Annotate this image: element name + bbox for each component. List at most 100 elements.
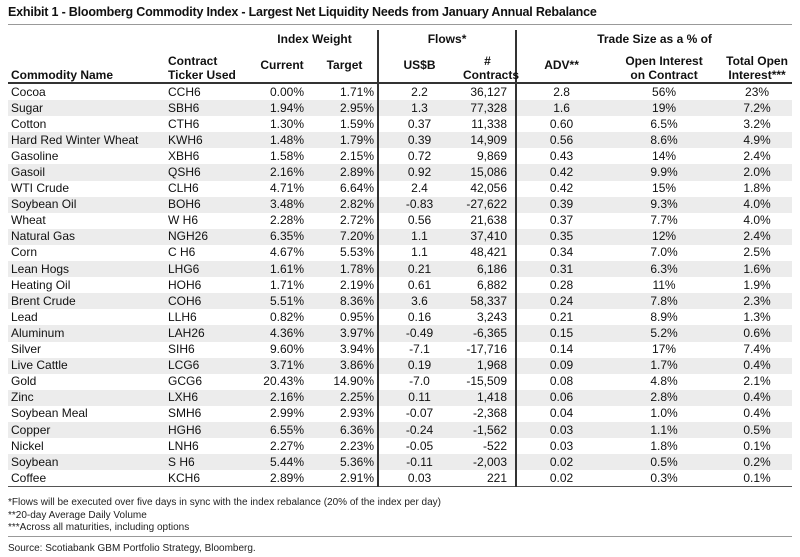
header-total-open-interest: Total Open Interest***	[722, 48, 793, 84]
cell-open-interest-pct: 11%	[652, 277, 676, 292]
cell-flow-usdb: -0.49	[377, 325, 461, 342]
cell-flow-usdb: -0.05	[377, 438, 461, 455]
cell-total-open-interest-pct: 1.6%	[743, 261, 771, 276]
cell-ticker: KCH6	[165, 470, 252, 488]
cell-flow-contracts: 37,410	[470, 229, 508, 244]
cell-flow-usdb: 0.16	[377, 309, 461, 326]
cell-adv: 0.06	[515, 389, 607, 406]
cell-total-open-interest-pct: 2.1%	[743, 374, 771, 389]
title-divider	[8, 24, 792, 25]
cell-flow-contracts: -522	[483, 438, 508, 453]
header-current: Current	[252, 48, 312, 84]
table-row: Soybean Oil BOH6 3.48% 2.82% -0.83 -27,622 0.3…	[8, 196, 793, 213]
cell-flow-contracts: 6,882	[477, 277, 508, 292]
cell-open-interest-pct: 56%	[652, 84, 677, 99]
cell-flow-contracts: -2,368	[473, 406, 508, 421]
cell-ticker: LHG6	[168, 261, 200, 276]
cell-total-open-interest-pct: 2.0%	[743, 165, 771, 180]
cell-commodity: Lean Hogs	[11, 261, 70, 276]
cell-target-weight: 2.91%	[312, 470, 379, 488]
cell-total-open-interest-pct: 3.2%	[743, 116, 771, 131]
cell-total-open-interest-pct: 4.0%	[743, 197, 771, 212]
cell-target-weight: 3.94%	[339, 342, 375, 357]
cell-open-interest-pct: 7.0%	[650, 245, 678, 260]
cell-open-interest-pct: 0.5%	[650, 454, 678, 469]
cell-adv: 0.03	[515, 438, 607, 455]
cell-target-weight: 7.20%	[339, 229, 375, 244]
cell-commodity: Live Cattle	[11, 358, 68, 373]
cell-adv: 0.28	[515, 277, 607, 294]
cell-target-weight: 2.95%	[339, 100, 375, 115]
cell-adv: 1.6	[515, 100, 607, 117]
cell-target-weight: 2.15%	[339, 148, 375, 163]
cell-adv: 0.15	[515, 325, 607, 342]
cell-open-interest-pct: 19%	[652, 100, 677, 115]
table-row: Aluminum LAH26 4.36% 3.97% -0.49 -6,365 0.15 5.…	[8, 325, 793, 342]
cell-adv: 0.04	[515, 405, 607, 422]
cell-total-open-interest-pct: 7.2%	[743, 100, 771, 115]
cell-current-weight: 1.48%	[269, 132, 304, 147]
cell-adv: 0.09	[515, 357, 607, 374]
cell-target-weight: 2.72%	[339, 213, 375, 228]
cell-adv: 0.42	[515, 180, 607, 197]
cell-flow-contracts: 14,909	[470, 132, 508, 147]
footnote-total-oi: ***Across all maturities, including opti…	[8, 522, 190, 533]
table-row: Heating Oil HOH6 1.71% 2.19% 0.61 6,882 0.28 11…	[8, 277, 792, 294]
cell-flow-contracts: 3,243	[477, 309, 508, 324]
cell-current-weight: 2.27%	[269, 438, 304, 453]
cell-flow-usdb: 3.6	[377, 293, 461, 310]
cell-commodity: Gasoil	[11, 165, 46, 180]
cell-ticker: LNH6	[168, 438, 199, 453]
cell-target-weight: 6.64%	[339, 181, 375, 196]
cell-total-open-interest-pct: 0.1%	[722, 470, 793, 488]
table-row: Corn C H6 4.67% 5.53% 1.1 48,421 0.34 7.0% 2.5%	[8, 244, 792, 262]
cell-current-weight: 2.16%	[269, 165, 304, 180]
table-row: Soybean Meal SMH6 2.99% 2.93% -0.07 -2,368 0.0…	[8, 405, 792, 422]
cell-current-weight: 5.44%	[269, 454, 304, 469]
cell-target-weight: 0.95%	[339, 309, 375, 324]
cell-current-weight: 2.99%	[269, 406, 304, 421]
cell-flow-usdb: 2.4	[377, 180, 461, 197]
cell-flow-usdb: -0.24	[377, 421, 461, 439]
cell-target-weight: 1.71%	[339, 84, 375, 99]
cell-ticker: QSH6	[168, 165, 201, 180]
table-row: Natural Gas NGH26 6.35% 7.20% 1.1 37,410 0.35 1…	[8, 228, 793, 245]
cell-flow-usdb: 0.21	[377, 261, 461, 278]
cell-total-open-interest-pct: 0.4%	[743, 406, 771, 421]
cell-open-interest-pct: 7.7%	[650, 213, 678, 228]
header-commodity: Commodity Name	[8, 48, 165, 84]
cell-flow-contracts: 42,056	[470, 181, 508, 196]
cell-current-weight: 6.35%	[269, 229, 304, 244]
cell-flow-contracts: 15,086	[470, 165, 508, 180]
cell-ticker: SIH6	[168, 342, 195, 357]
cell-open-interest-pct: 7.8%	[650, 293, 678, 308]
cell-adv: 0.24	[515, 293, 607, 310]
cell-current-weight: 9.60%	[269, 342, 304, 357]
cell-adv: 0.35	[515, 228, 607, 245]
cell-open-interest-pct: 1.1%	[650, 422, 678, 437]
cell-adv: 0.39	[515, 196, 607, 213]
cell-total-open-interest-pct: 0.2%	[743, 454, 771, 469]
cell-target-weight: 2.19%	[339, 277, 375, 292]
cell-commodity: Lead	[11, 309, 38, 324]
group-index-weight: Index Weight	[277, 32, 352, 46]
cell-current-weight: 4.71%	[269, 181, 304, 196]
cell-commodity: Gold	[11, 374, 37, 389]
cell-flow-contracts: 48,421	[470, 245, 508, 260]
cell-total-open-interest-pct: 0.4%	[743, 390, 771, 405]
cell-commodity: Gasoline	[11, 148, 59, 163]
cell-open-interest-pct: 1.0%	[650, 406, 678, 421]
cell-flow-usdb: 1.1	[377, 228, 461, 245]
cell-total-open-interest-pct: 4.9%	[743, 132, 771, 147]
cell-commodity: Silver	[11, 342, 42, 357]
cell-open-interest-pct: 5.2%	[650, 325, 678, 340]
cell-flow-contracts: -27,622	[466, 197, 508, 212]
cell-open-interest-pct: 8.6%	[650, 132, 678, 147]
cell-flow-usdb: 0.61	[377, 277, 461, 294]
cell-commodity: Soybean Meal	[11, 406, 88, 421]
cell-adv: 0.60	[515, 116, 607, 133]
cell-commodity: Copper	[11, 422, 51, 437]
cell-target-weight: 14.90%	[333, 374, 375, 389]
cell-target-weight: 1.78%	[339, 261, 375, 276]
cell-adv: 0.37	[515, 212, 607, 229]
